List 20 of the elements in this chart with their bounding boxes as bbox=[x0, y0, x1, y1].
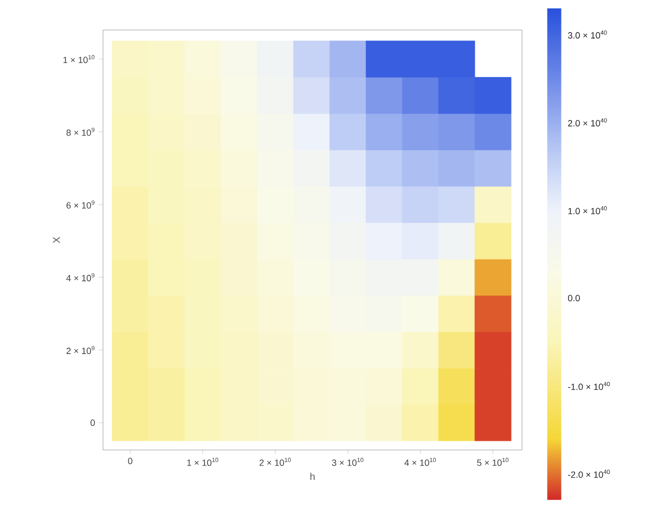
x-tick-label: 5 × 10$^{10}$ bbox=[477, 458, 508, 466]
y-axis-title: X bbox=[53, 236, 60, 244]
x-tick-label: 1 × 10$^{10}$ bbox=[187, 458, 218, 466]
color-bar-label: 2.0 × 10$^{40}$ bbox=[568, 118, 607, 126]
color-bar-label: 3.0 × 10$^{40}$ bbox=[568, 30, 607, 39]
x-tick-label: 3 × 10$^{10}$ bbox=[332, 458, 364, 466]
x-axis-title: h bbox=[310, 472, 315, 480]
color-bar-label: -2.0 × 10$^{40}$ bbox=[568, 470, 610, 478]
y-tick-label: 2 × 10$^{9}$ bbox=[66, 346, 94, 354]
y-tick-label: 1 × 10$^{10}$ bbox=[63, 55, 94, 64]
color-bar-label: -1.0 × 10$^{40}$ bbox=[568, 382, 610, 390]
y-tick-label: 0 bbox=[90, 420, 95, 426]
y-tick-label: 6 × 10$^{9}$ bbox=[66, 200, 94, 209]
y-tick-label: 8 × 10$^{9}$ bbox=[66, 128, 94, 136]
y-tick-label: 4 × 10$^{9}$ bbox=[66, 273, 94, 282]
x-tick-label: 2 × 10$^{10}$ bbox=[260, 458, 291, 466]
color-bar-label: 1.0 × 10$^{40}$ bbox=[568, 206, 607, 214]
x-tick-label: 0 bbox=[128, 458, 132, 464]
x-tick-label: 4 × 10$^{10}$ bbox=[404, 458, 436, 466]
color-bar-label: 0.0 bbox=[568, 294, 580, 302]
